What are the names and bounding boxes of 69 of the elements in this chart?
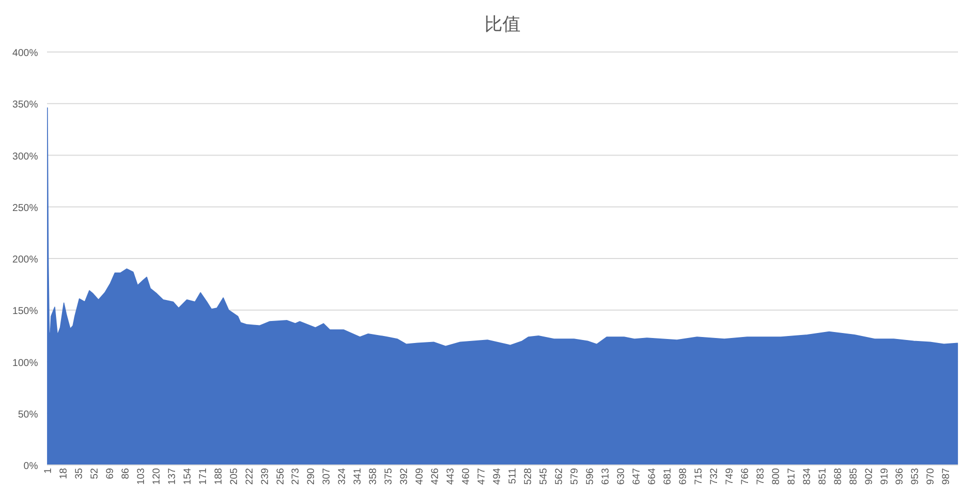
x-tick-label: 749 [724,468,736,485]
y-tick-label: 400% [12,48,38,59]
x-tick-label: 919 [879,468,890,485]
x-tick-label: 392 [399,468,410,485]
x-tick-label: 18 [58,468,70,480]
x-tick-label: 307 [322,468,333,485]
x-tick-label: 171 [198,468,209,485]
y-tick-label: 300% [12,151,38,162]
x-tick-label: 528 [523,468,534,485]
x-tick-label: 596 [585,468,596,485]
x-tick-label: 664 [646,468,658,485]
x-tick-label: 987 [941,468,952,485]
x-tick-label: 35 [74,468,85,480]
x-tick-label: 817 [786,468,798,485]
y-tick-label: 100% [12,358,38,369]
x-tick-label: 239 [260,468,271,485]
x-tick-label: 885 [848,468,860,485]
x-tick-label: 970 [926,468,937,485]
x-tick-label: 69 [104,468,116,480]
x-tick-label: 137 [166,468,178,485]
x-tick-label: 120 [151,468,162,485]
chart-title: 比值 [484,14,520,34]
y-tick-label: 0% [24,461,38,472]
x-tick-label: 52 [89,468,100,480]
x-tick-label: 698 [678,468,689,485]
y-tick-label: 200% [12,254,38,266]
x-tick-label: 1 [42,468,54,474]
y-tick-label: 150% [12,306,38,318]
x-tick-label: 205 [228,468,240,485]
x-tick-label: 443 [446,468,457,485]
x-tick-label: 681 [662,468,674,485]
x-tick-label: 800 [770,468,782,485]
x-tick-label: 851 [817,468,828,485]
x-tick-label: 953 [910,468,922,485]
x-tick-label: 732 [708,468,720,485]
x-tick-label: 647 [631,468,642,485]
x-tick-label: 256 [275,468,286,485]
x-tick-label: 358 [368,468,380,485]
x-tick-label: 868 [832,468,844,485]
x-tick-label: 460 [461,468,472,485]
y-tick-label: 50% [18,409,38,420]
x-tick-label: 103 [136,468,147,485]
x-tick-label: 715 [693,468,704,485]
x-tick-label: 188 [213,468,224,485]
x-tick-label: 936 [894,468,906,485]
x-tick-label: 426 [430,468,442,485]
y-tick-label: 350% [12,100,38,111]
x-tick-label: 324 [337,468,348,485]
x-tick-label: 341 [352,468,364,485]
x-tick-label: 613 [600,468,612,485]
y-tick-label: 250% [12,202,38,214]
x-tick-label: 494 [492,468,504,485]
x-tick-label: 545 [538,468,550,485]
x-tick-label: 86 [120,468,132,480]
x-tick-label: 477 [476,468,488,485]
x-tick-label: 222 [244,468,256,485]
x-tick-label: 375 [384,468,395,485]
x-tick-label: 511 [508,468,519,484]
x-tick-label: 630 [616,468,627,485]
x-tick-label: 562 [554,468,566,485]
x-tick-label: 154 [182,468,194,485]
x-tick-label: 834 [802,468,813,485]
x-tick-label: 766 [740,468,751,485]
x-tick-label: 579 [570,468,581,485]
x-tick-label: 902 [864,468,875,485]
x-tick-label: 290 [306,468,318,485]
x-tick-label: 783 [755,468,766,485]
x-tick-label: 409 [414,468,426,485]
x-tick-label: 273 [290,468,302,485]
